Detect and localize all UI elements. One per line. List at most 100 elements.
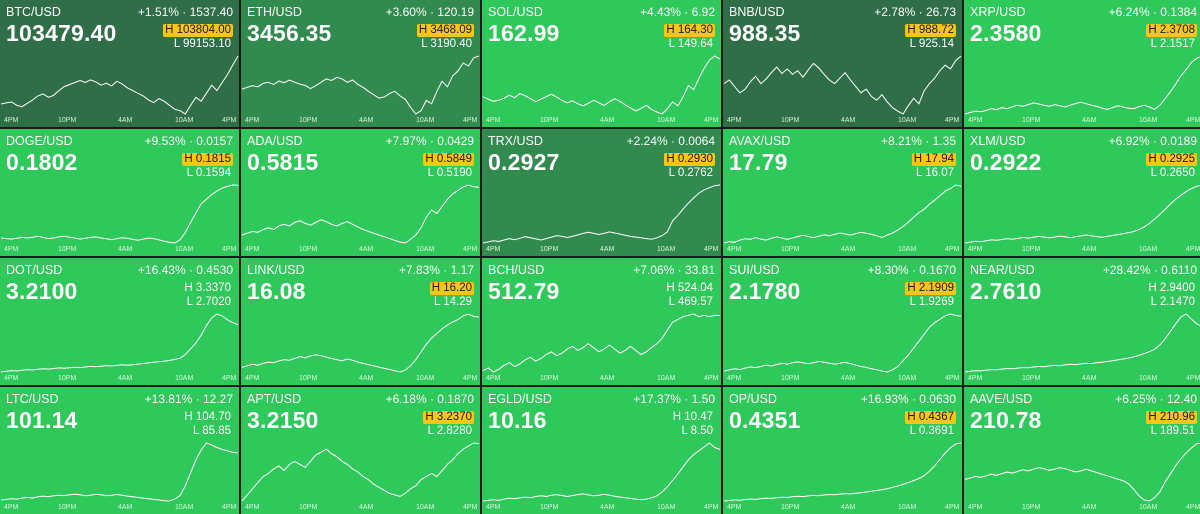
price-line <box>241 442 480 502</box>
low-number: 0.5190 <box>436 167 472 179</box>
time-axis-label: 10AM <box>898 246 917 253</box>
time-axis-label: 4AM <box>1082 375 1097 382</box>
high-number: 3468.09 <box>430 24 472 36</box>
ticker-tile[interactable]: DOGE/USD +9.53% · 0.0157 0.1802 H 0.1815 L 0… <box>0 129 239 256</box>
symbol-label: SUI/USD <box>729 263 780 277</box>
ticker-tile[interactable]: ETH/USD +3.60% · 120.19 3456.35 H 3468.09 L … <box>241 0 480 127</box>
ticker-tile[interactable]: LINK/USD +7.83% · 1.17 16.08 H 16.20 L 14.29… <box>241 258 480 385</box>
low-number: 0.1594 <box>195 167 231 179</box>
price-line <box>0 313 239 373</box>
change-label: +6.18% · 0.1870 <box>385 392 474 406</box>
symbol-label: XRP/USD <box>970 5 1026 19</box>
time-axis-label: 10PM <box>58 375 77 382</box>
time-axis-label: 10AM <box>657 375 676 382</box>
time-axis-label: 4PM <box>463 504 478 511</box>
time-axis-label: 4AM <box>118 246 133 253</box>
low-number: 1.9269 <box>918 296 954 308</box>
time-axis-label: 4AM <box>1082 504 1097 511</box>
high-number: 164.30 <box>677 24 713 36</box>
price-value: 16.08 <box>247 278 306 304</box>
time-axis-label: 4PM <box>463 246 478 253</box>
sparkline-chart <box>964 184 1200 244</box>
symbol-label: TRX/USD <box>488 134 543 148</box>
price-line <box>964 313 1200 373</box>
ticker-tile[interactable]: BTC/USD +1.51% · 1537.40 103479.40 H 103804… <box>0 0 239 127</box>
price-value: 17.79 <box>729 149 788 175</box>
time-axis-label: 4PM <box>968 117 983 124</box>
time-axis-label: 4PM <box>704 375 719 382</box>
time-axis-label: 10PM <box>781 375 800 382</box>
time-axis-label: 4AM <box>841 117 856 124</box>
ticker-tile[interactable]: XLM/USD +6.92% · 0.0189 0.2922 H 0.2925 L 0.… <box>964 129 1200 256</box>
price-line <box>0 442 239 502</box>
low-value: L 149.64 <box>668 38 713 50</box>
time-axis-label: 4AM <box>600 504 615 511</box>
time-axis-label: 10AM <box>657 246 676 253</box>
time-axis-label: 4PM <box>727 117 742 124</box>
price-value: 162.99 <box>488 20 560 46</box>
high-number: 3.2370 <box>436 411 472 423</box>
high-number: 0.2925 <box>1159 153 1195 165</box>
symbol-label: OP/USD <box>729 392 777 406</box>
ticker-tile[interactable]: EGLD/USD +17.37% · 1.50 10.16 H 10.47 L 8.50… <box>482 387 721 514</box>
low-value: L 14.29 <box>434 296 472 308</box>
ticker-tile[interactable]: AVAX/USD +8.21% · 1.35 17.79 H 17.94 L 16.07… <box>723 129 962 256</box>
ticker-tile[interactable]: SUI/USD +8.30% · 0.1670 2.1780 H 2.1909 L 1.… <box>723 258 962 385</box>
ticker-tile[interactable]: TRX/USD +2.24% · 0.0064 0.2927 H 0.2930 L 0.… <box>482 129 721 256</box>
ticker-tile[interactable]: ADA/USD +7.97% · 0.0429 0.5815 H 0.5849 L 0.… <box>241 129 480 256</box>
price-line <box>0 184 239 244</box>
low-value: L 0.5190 <box>427 167 472 179</box>
ticker-tile[interactable]: DOT/USD +16.43% · 0.4530 3.2100 H 3.3370 L 2… <box>0 258 239 385</box>
ticker-tile[interactable]: SOL/USD +4.43% · 6.92 162.99 H 164.30 L 149.… <box>482 0 721 127</box>
time-axis-label: 10PM <box>1022 504 1041 511</box>
high-value: H 103804.00 <box>163 24 233 37</box>
sparkline-chart <box>241 442 480 502</box>
ticker-tile[interactable]: APT/USD +6.18% · 0.1870 3.2150 H 3.2370 L 2.… <box>241 387 480 514</box>
sparkline-chart <box>0 55 239 115</box>
high-number: 2.9400 <box>1159 282 1195 294</box>
time-axis-label: 4PM <box>1186 246 1200 253</box>
ticker-tile[interactable]: BCH/USD +7.06% · 33.81 512.79 H 524.04 L 469… <box>482 258 721 385</box>
time-axis-label: 4PM <box>486 246 501 253</box>
low-value: L 1.9269 <box>909 296 954 308</box>
high-number: 3.3370 <box>195 282 231 294</box>
ticker-tile[interactable]: OP/USD +16.93% · 0.0630 0.4351 H 0.4367 L 0.… <box>723 387 962 514</box>
low-number: 0.3691 <box>918 425 954 437</box>
high-number: 0.4367 <box>918 411 954 423</box>
change-label: +1.51% · 1537.40 <box>137 5 233 19</box>
low-number: 99153.10 <box>183 38 231 50</box>
ticker-tile[interactable]: XRP/USD +6.24% · 0.1384 2.3580 H 2.3708 L 2.… <box>964 0 1200 127</box>
high-value: H 17.94 <box>911 153 956 166</box>
time-axis-label: 10AM <box>898 504 917 511</box>
ticker-tile[interactable]: AAVE/USD +6.25% · 12.40 210.78 H 210.96 L 18… <box>964 387 1200 514</box>
symbol-label: BCH/USD <box>488 263 545 277</box>
price-value: 988.35 <box>729 20 801 46</box>
ticker-tile[interactable]: LTC/USD +13.81% · 12.27 101.14 H 104.70 L 85… <box>0 387 239 514</box>
ticker-tile[interactable]: BNB/USD +2.78% · 26.73 988.35 H 988.72 L 925… <box>723 0 962 127</box>
price-value: 103479.40 <box>6 20 117 46</box>
high-value: H 0.2925 <box>1146 153 1197 166</box>
price-value: 2.1780 <box>729 278 801 304</box>
ticker-tile[interactable]: NEAR/USD +28.42% · 0.6110 2.7610 H 2.9400 L … <box>964 258 1200 385</box>
time-axis-label: 10PM <box>781 504 800 511</box>
high-value: H 10.47 <box>672 411 713 423</box>
price-value: 0.2922 <box>970 149 1042 175</box>
time-axis-label: 4PM <box>4 504 19 511</box>
time-axis-label: 10AM <box>416 117 435 124</box>
time-axis-label: 4PM <box>968 504 983 511</box>
low-value: L 0.2650 <box>1150 167 1195 179</box>
time-axis-label: 4PM <box>945 246 960 253</box>
symbol-label: XLM/USD <box>970 134 1026 148</box>
sparkline-chart <box>723 313 962 373</box>
price-line <box>723 313 962 373</box>
high-number: 10.47 <box>684 411 713 423</box>
time-axis-label: 10PM <box>1022 375 1041 382</box>
time-axis-label: 10AM <box>1139 246 1158 253</box>
high-value: H 0.2930 <box>664 153 715 166</box>
time-axis-label: 4PM <box>945 117 960 124</box>
low-number: 2.1517 <box>1159 38 1195 50</box>
change-label: +9.53% · 0.0157 <box>144 134 233 148</box>
symbol-label: APT/USD <box>247 392 302 406</box>
high-number: 0.2930 <box>677 153 713 165</box>
